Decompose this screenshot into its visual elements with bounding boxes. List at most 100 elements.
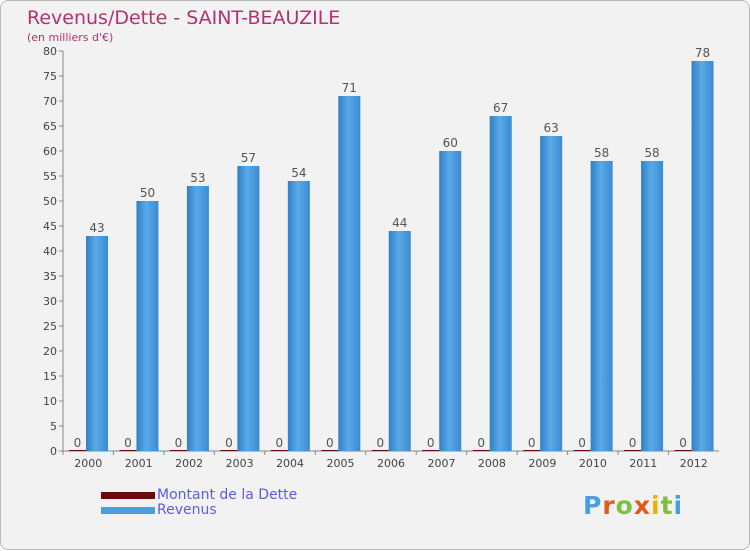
x-tick-label: 2009 (528, 457, 556, 470)
bar-debt (422, 450, 440, 451)
x-tick-label: 2000 (74, 457, 102, 470)
data-label-revenue: 53 (190, 171, 205, 185)
x-tick-label: 2004 (276, 457, 304, 470)
bar-debt (220, 450, 238, 451)
logo-letter: i (651, 491, 661, 520)
data-label-debt: 0 (679, 436, 687, 450)
logo-letter: x (633, 491, 651, 520)
data-label-revenue: 67 (493, 101, 508, 115)
bar-revenue (186, 186, 209, 451)
y-tick-label: 80 (43, 45, 57, 58)
data-label-debt: 0 (578, 436, 586, 450)
chart-subtitle: (en milliers d'€) (27, 31, 114, 44)
data-label-revenue: 44 (392, 216, 407, 230)
data-label-revenue: 57 (241, 151, 256, 165)
x-tick-label: 2012 (680, 457, 708, 470)
data-label-revenue: 50 (140, 186, 155, 200)
bar-revenue (540, 136, 563, 451)
bar-debt (119, 450, 137, 451)
bar-revenue (86, 236, 108, 451)
y-tick-label: 5 (50, 420, 57, 433)
data-label-revenue: 58 (644, 146, 659, 160)
data-label-revenue: 54 (291, 166, 306, 180)
bar-debt (371, 450, 389, 451)
x-tick-label: 2001 (125, 457, 153, 470)
y-tick-label: 40 (43, 245, 57, 258)
bar-revenue (439, 151, 462, 451)
x-tick-label: 2005 (327, 457, 355, 470)
y-tick-label: 30 (43, 295, 57, 308)
bar-debt (573, 450, 591, 451)
bar-revenue (338, 96, 361, 451)
logo-letter: P (583, 491, 603, 520)
data-labels: 0 43 0 50 0 53 0 57 0 54 0 71 0 44 0 60 0 67 0 63 0 58 0 58 0 78 (74, 46, 710, 450)
bar-debt (321, 450, 339, 451)
logo-letter: o (615, 491, 634, 520)
x-tick-label: 2011 (629, 457, 657, 470)
y-tick-label: 10 (43, 395, 57, 408)
x-tick-label: 2010 (579, 457, 607, 470)
y-tick-label: 35 (43, 270, 57, 283)
x-axis: 2000 2001 2002 2003 2004 2005 2006 2007 2008 2009… (62, 450, 719, 470)
x-tick-label: 2003 (226, 457, 254, 470)
y-tick-label: 0 (50, 445, 57, 458)
data-label-revenue: 78 (695, 46, 710, 60)
legend-swatch-revenue (101, 507, 155, 514)
y-tick-label: 65 (43, 120, 57, 133)
data-label-debt: 0 (124, 436, 132, 450)
bar-debt (472, 450, 490, 451)
data-label-debt: 0 (175, 436, 183, 450)
bar-revenue (641, 161, 664, 451)
y-tick-label: 55 (43, 170, 57, 183)
proxiti-logo: Proxiti (583, 491, 683, 520)
bar-debt (69, 450, 86, 451)
bar-revenue (590, 161, 613, 451)
chart-title: Revenus/Dette - SAINT-BEAUZILE (27, 7, 341, 29)
data-label-revenue: 71 (342, 81, 357, 95)
bar-revenue (691, 61, 714, 451)
data-label-revenue: 43 (89, 221, 104, 235)
data-label-revenue: 60 (443, 136, 458, 150)
x-tick-label: 2008 (478, 457, 506, 470)
data-label-debt: 0 (276, 436, 284, 450)
data-label-debt: 0 (74, 436, 82, 450)
bar-debt (523, 450, 541, 451)
data-label-revenue: 63 (544, 121, 559, 135)
data-label-debt: 0 (427, 436, 435, 450)
legend-label-debt: Montant de la Dette (157, 487, 298, 503)
data-label-debt: 0 (225, 436, 233, 450)
bar-debt (624, 450, 642, 451)
y-axis: 0 5 10 15 20 25 30 35 40 45 50 55 60 65 70 75 80 (43, 45, 64, 458)
x-tick-label: 2007 (427, 457, 455, 470)
bar-revenue (136, 201, 159, 451)
y-tick-label: 25 (43, 320, 57, 333)
bar-revenue (388, 231, 411, 451)
data-label-debt: 0 (326, 436, 334, 450)
y-tick-label: 50 (43, 195, 57, 208)
legend-label-revenue: Revenus (157, 502, 217, 518)
bars (69, 61, 714, 451)
bar-revenue (237, 166, 260, 451)
y-tick-label: 70 (43, 95, 57, 108)
y-tick-label: 20 (43, 345, 57, 358)
y-tick-label: 45 (43, 220, 57, 233)
data-label-debt: 0 (528, 436, 536, 450)
y-tick-label: 15 (43, 370, 57, 383)
x-tick-label: 2002 (175, 457, 203, 470)
x-tick-label: 2006 (377, 457, 405, 470)
bar-debt (674, 450, 692, 451)
data-label-debt: 0 (477, 436, 485, 450)
y-tick-label: 60 (43, 145, 57, 158)
logo-letter: t (660, 491, 674, 520)
legend-swatch-debt (101, 492, 155, 499)
logo-letter: r (602, 491, 616, 520)
data-label-debt: 0 (376, 436, 384, 450)
bar-debt (270, 450, 288, 451)
y-tick-label: 75 (43, 70, 57, 83)
bar-revenue (489, 116, 512, 451)
data-label-revenue: 58 (594, 146, 609, 160)
logo-letter: i (673, 491, 684, 520)
bar-debt (169, 450, 187, 451)
